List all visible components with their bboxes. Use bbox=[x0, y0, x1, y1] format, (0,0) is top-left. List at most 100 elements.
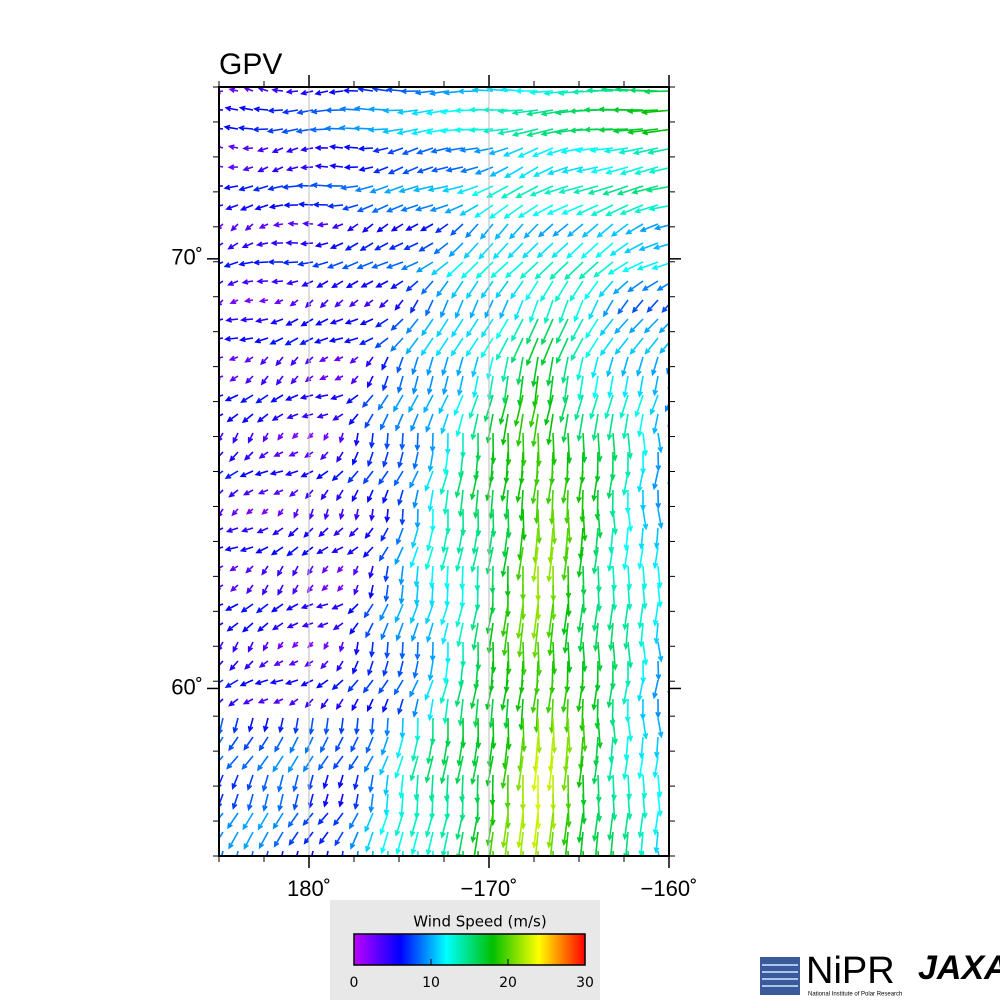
wind-vector bbox=[288, 489, 299, 497]
wind-vector bbox=[343, 164, 359, 171]
wind-vector bbox=[257, 489, 269, 495]
wind-vector bbox=[465, 223, 479, 239]
wind-vector bbox=[285, 88, 299, 95]
wind-vector bbox=[350, 375, 359, 385]
wind-vector bbox=[532, 204, 554, 217]
wind-vector bbox=[441, 375, 449, 396]
wind-vector bbox=[379, 755, 389, 776]
wind-vector bbox=[612, 508, 618, 536]
wind-vector bbox=[429, 432, 436, 453]
wind-vector bbox=[272, 812, 284, 830]
wind-vector bbox=[412, 185, 434, 193]
wind-vector bbox=[224, 335, 239, 342]
wind-vector bbox=[336, 489, 344, 502]
wind-vector bbox=[515, 679, 524, 712]
wind-vector bbox=[231, 793, 239, 810]
wind-vector bbox=[252, 126, 269, 133]
wind-vector bbox=[500, 812, 509, 849]
wind-vector bbox=[595, 242, 614, 259]
wind-vector bbox=[607, 261, 629, 275]
wind-vector bbox=[673, 566, 677, 585]
wind-vector bbox=[445, 166, 464, 173]
wind-vector bbox=[338, 508, 345, 521]
wind-vector bbox=[322, 774, 329, 790]
lon-label: −160˚ bbox=[641, 876, 698, 901]
wind-vector bbox=[368, 584, 375, 600]
wind-vector bbox=[591, 679, 599, 711]
wind-vector bbox=[590, 204, 614, 216]
wind-vector bbox=[622, 261, 644, 272]
wind-vector bbox=[591, 546, 599, 575]
wind-vector bbox=[517, 204, 539, 219]
wind-vector bbox=[219, 736, 224, 746]
wind-vector bbox=[529, 185, 554, 197]
wind-vector bbox=[256, 413, 269, 423]
wind-vector bbox=[347, 679, 359, 693]
wind-vector bbox=[267, 259, 284, 265]
wind-vector bbox=[385, 87, 404, 93]
wind-vector bbox=[320, 660, 329, 670]
wind-vector bbox=[304, 698, 314, 709]
wind-vector bbox=[454, 470, 464, 499]
wind-vector bbox=[219, 603, 224, 607]
wind-vector bbox=[528, 394, 539, 428]
wind-vector bbox=[293, 508, 299, 519]
wind-vector bbox=[348, 755, 359, 771]
wind-vector bbox=[598, 126, 629, 133]
wind-vector bbox=[591, 413, 599, 442]
wind-vector bbox=[465, 337, 479, 358]
wind-vector bbox=[270, 240, 284, 246]
wind-vector bbox=[555, 337, 569, 365]
wind-vector bbox=[257, 87, 269, 93]
wind-vector bbox=[516, 812, 524, 849]
wind-vector bbox=[606, 679, 614, 709]
wind-vector bbox=[637, 812, 644, 839]
lon-label: 180˚ bbox=[287, 876, 331, 901]
wind-vector bbox=[651, 356, 659, 377]
wind-vector bbox=[349, 812, 359, 830]
wind-vector bbox=[371, 261, 389, 269]
wind-vector bbox=[441, 736, 449, 767]
wind-vector bbox=[576, 470, 584, 504]
wind-vector bbox=[323, 717, 330, 736]
wind-vector bbox=[637, 679, 644, 702]
wind-vector bbox=[333, 527, 344, 537]
wind-vector bbox=[270, 546, 284, 556]
wind-vector bbox=[289, 299, 299, 307]
wind-vector bbox=[673, 794, 677, 813]
wind-vector bbox=[381, 375, 389, 392]
wind-vector bbox=[588, 299, 599, 321]
wind-vector bbox=[500, 546, 509, 578]
wind-vector bbox=[469, 299, 479, 319]
wind-vector bbox=[455, 812, 464, 841]
wind-vector bbox=[546, 812, 554, 849]
wind-vector bbox=[622, 812, 629, 841]
colorbar-title: Wind Speed (m/s) bbox=[413, 913, 546, 931]
wind-vector bbox=[271, 413, 284, 421]
wind-vector bbox=[503, 204, 524, 219]
wind-vector bbox=[442, 489, 449, 516]
wind-vector bbox=[341, 204, 359, 211]
wind-vector bbox=[273, 298, 284, 305]
wind-vector bbox=[634, 166, 659, 176]
wind-vector bbox=[470, 546, 479, 573]
wind-vector bbox=[673, 585, 677, 604]
wind-vector bbox=[256, 146, 269, 153]
wind-vector bbox=[454, 679, 464, 708]
wind-vector bbox=[240, 394, 254, 403]
wind-vector bbox=[277, 565, 284, 577]
wind-vector bbox=[411, 109, 434, 116]
wind-vector bbox=[352, 660, 359, 675]
wind-vector bbox=[369, 432, 375, 449]
wind-vector bbox=[592, 375, 599, 400]
wind-vector bbox=[332, 755, 344, 770]
wind-vector bbox=[286, 279, 299, 286]
wind-vector bbox=[364, 527, 374, 540]
wind-vector bbox=[318, 356, 329, 363]
wind-vector bbox=[219, 413, 224, 417]
wind-vector bbox=[478, 242, 494, 260]
wind-vector bbox=[432, 850, 434, 856]
wind-vector bbox=[236, 850, 239, 856]
wind-vector bbox=[219, 432, 224, 442]
wind-vector bbox=[459, 204, 479, 216]
